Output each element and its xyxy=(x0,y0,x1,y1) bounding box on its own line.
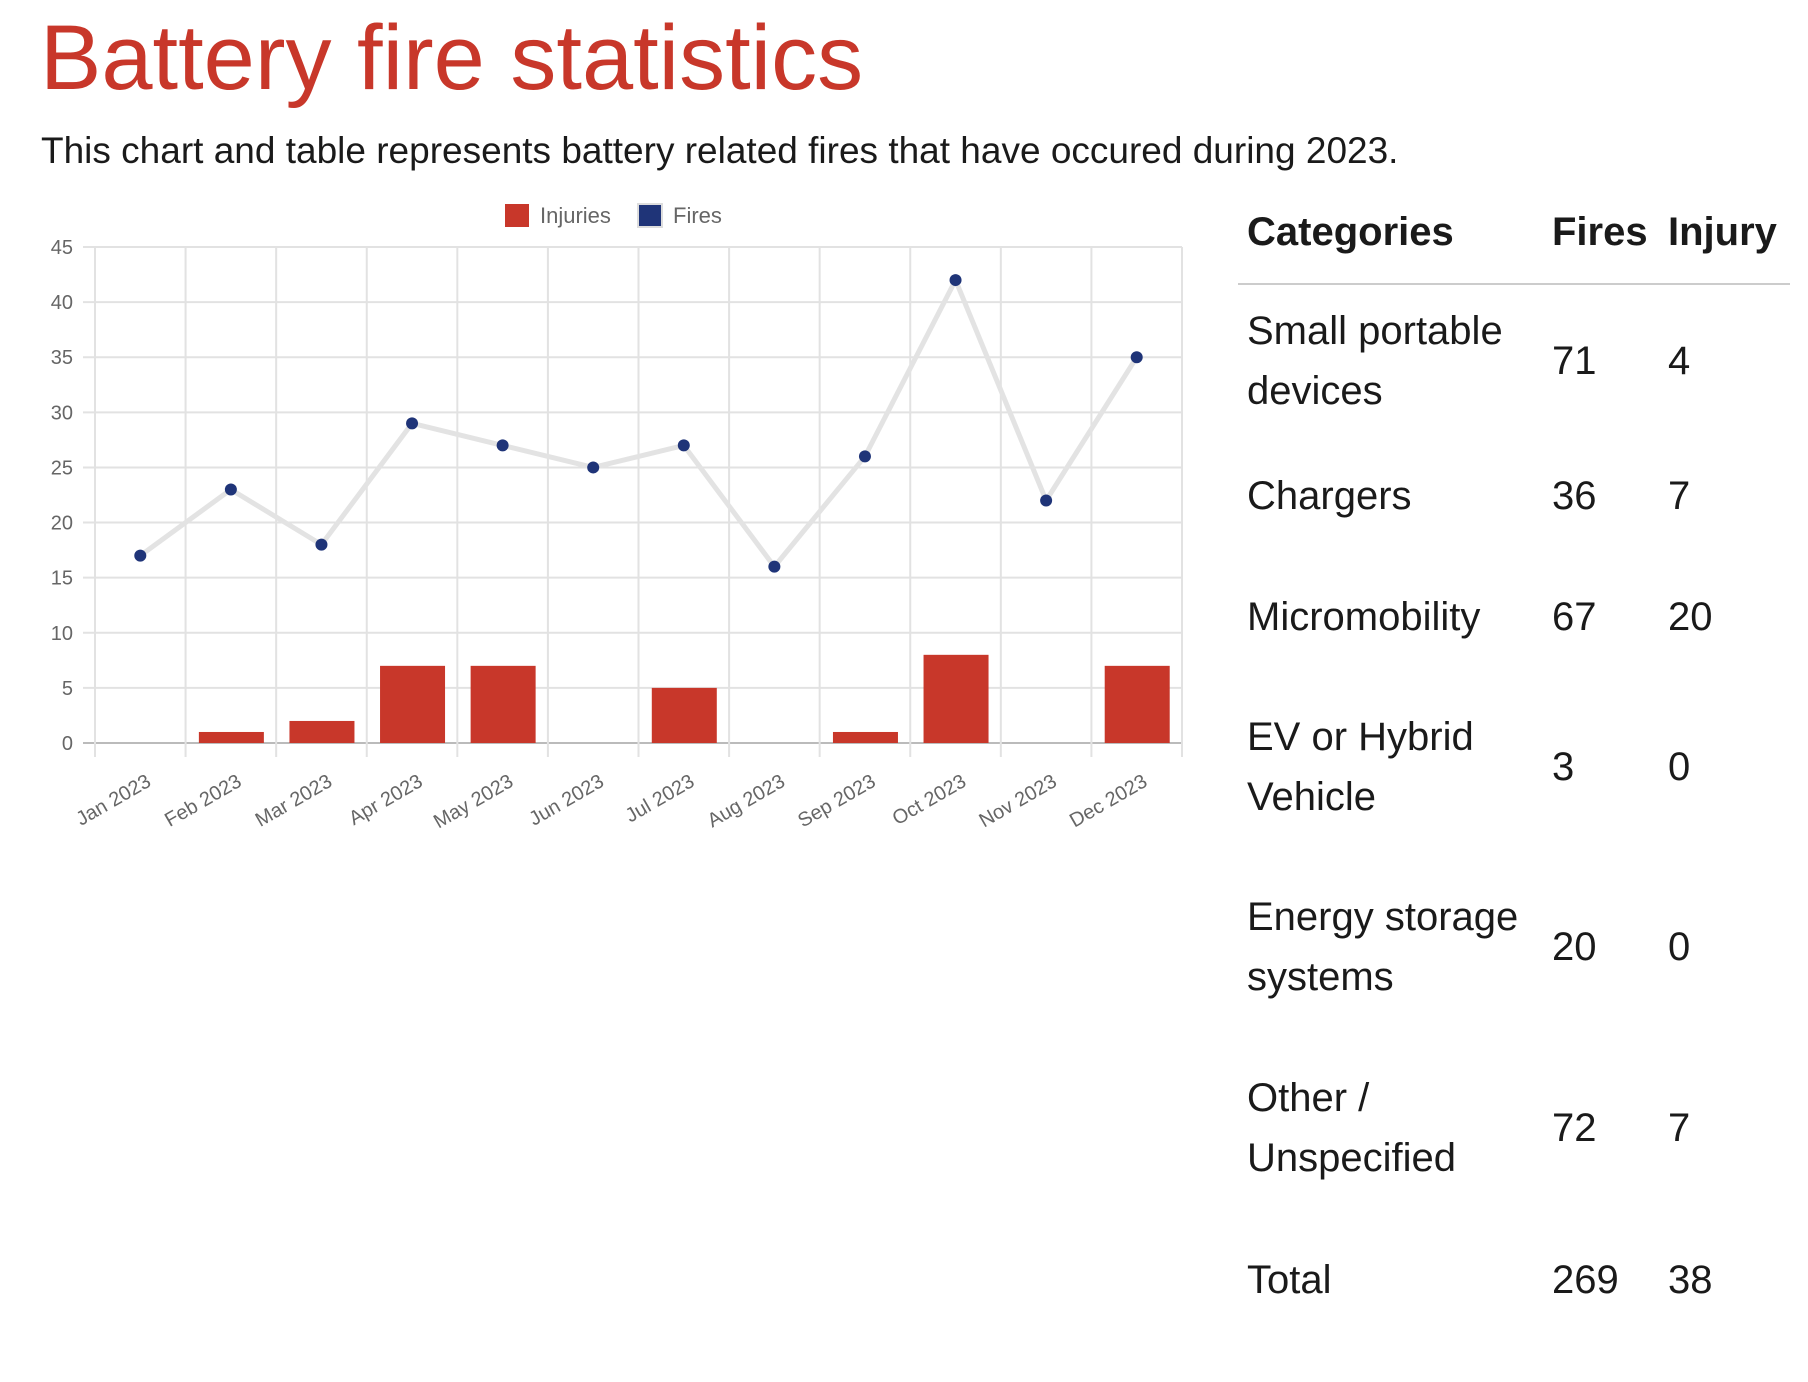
fires-point xyxy=(224,483,237,496)
injuries-bar xyxy=(832,731,898,743)
table-row: Other / Unspecified 72 7 xyxy=(1238,1037,1790,1219)
cell-fires: 269 xyxy=(1552,1258,1619,1302)
fires-point xyxy=(587,461,600,474)
y-tick-label: 15 xyxy=(51,568,73,590)
legend-label-fires[interactable]: Fires xyxy=(673,203,722,228)
cell-injury: 4 xyxy=(1668,338,1691,383)
table-row: Small portable devices 71 4 xyxy=(1238,284,1790,436)
header-fires: Fires xyxy=(1543,210,1659,285)
x-tick-label: Apr 2023 xyxy=(345,770,426,830)
y-tick-label: 5 xyxy=(62,678,73,700)
page-title: Battery fire statistics xyxy=(40,7,864,109)
cell-injury: 0 xyxy=(1668,925,1691,969)
fires-point xyxy=(949,274,962,287)
x-tick-label: Sep 2023 xyxy=(794,770,879,832)
table-row: Micromobility 67 20 xyxy=(1238,556,1790,677)
y-tick-label: 35 xyxy=(51,347,73,369)
injuries-bar xyxy=(470,665,536,743)
legend-swatch-injuries xyxy=(505,204,529,227)
x-tick-label: Nov 2023 xyxy=(975,770,1060,832)
y-tick-label: 30 xyxy=(51,402,73,424)
injuries-bar xyxy=(289,720,355,743)
fires-point xyxy=(858,450,871,463)
page-subtitle: This chart and table represents battery … xyxy=(41,130,1399,171)
header-injury: Injury xyxy=(1659,210,1790,285)
battery-fire-chart: Injuries Fires 0 5 10 15 20 25 30 35 40 45 Jan 20… xyxy=(51,203,1183,833)
cell-injury: 0 xyxy=(1668,745,1691,789)
cell-injury: 38 xyxy=(1668,1258,1713,1302)
legend-label-injuries[interactable]: Injuries xyxy=(540,203,611,228)
x-tick-label: Oct 2023 xyxy=(889,770,970,830)
x-tick-label: Jan 2023 xyxy=(73,770,155,830)
statistics-table: Categories Fires Injury Small portable d… xyxy=(1238,210,1790,1341)
fires-point xyxy=(1040,494,1053,507)
injuries-bar xyxy=(198,731,264,743)
cell-category: EV or Hybrid Vehicle xyxy=(1247,715,1474,819)
fires-point xyxy=(677,439,690,452)
cell-injury: 20 xyxy=(1668,594,1713,639)
fires-line xyxy=(138,274,1139,571)
cell-category: Energy storage systems xyxy=(1247,895,1519,999)
cell-fires: 3 xyxy=(1552,745,1575,789)
chart-legend[interactable]: Injuries Fires xyxy=(505,203,722,228)
table-row: EV or Hybrid Vehicle 3 0 xyxy=(1238,677,1790,857)
injuries-bar xyxy=(380,665,446,743)
cell-fires: 67 xyxy=(1552,594,1597,639)
table-row: Chargers 36 7 xyxy=(1238,436,1790,556)
y-tick-label: 10 xyxy=(51,623,73,645)
table-row: Total 269 38 xyxy=(1238,1219,1790,1341)
x-tick-label: Jun 2023 xyxy=(525,770,607,830)
y-tick-label: 0 xyxy=(62,733,73,755)
legend-swatch-fires xyxy=(637,203,663,228)
cell-category: Micromobility xyxy=(1247,594,1481,639)
y-tick-label: 25 xyxy=(51,457,73,479)
injuries-bar xyxy=(1104,665,1170,743)
fires-point xyxy=(315,538,328,551)
cell-fires: 36 xyxy=(1552,474,1597,518)
cell-injury: 7 xyxy=(1668,1106,1691,1150)
injuries-bar xyxy=(923,654,989,743)
fires-point xyxy=(496,439,509,452)
y-tick-label: 45 xyxy=(51,237,73,259)
cell-category: Small portable devices xyxy=(1247,308,1503,413)
cell-fires: 72 xyxy=(1552,1106,1597,1150)
y-tick-label: 40 xyxy=(51,292,73,314)
table-header-row: Categories Fires Injury xyxy=(1238,210,1790,285)
fires-point xyxy=(406,417,419,430)
injuries-bar xyxy=(651,687,717,743)
fires-point xyxy=(134,549,147,562)
cell-fires: 20 xyxy=(1552,925,1597,969)
x-tick-label: Dec 2023 xyxy=(1066,770,1151,832)
x-tick-label: Aug 2023 xyxy=(704,770,789,832)
x-tick-label: Mar 2023 xyxy=(252,770,336,831)
x-tick-label: Jul 2023 xyxy=(622,770,698,827)
cell-category: Other / Unspecified xyxy=(1247,1076,1457,1180)
x-tick-label: Feb 2023 xyxy=(161,770,245,831)
header-categories: Categories xyxy=(1238,210,1543,285)
cell-fires: 71 xyxy=(1552,338,1597,383)
x-tick-label: May 2023 xyxy=(430,770,517,833)
fires-point xyxy=(1130,351,1143,364)
cell-injury: 7 xyxy=(1668,474,1691,518)
cell-category: Chargers xyxy=(1247,474,1412,518)
table-row: Energy storage systems 20 0 xyxy=(1238,857,1790,1037)
cell-category: Total xyxy=(1247,1258,1332,1302)
y-tick-label: 20 xyxy=(51,513,73,535)
fires-point xyxy=(768,560,781,573)
